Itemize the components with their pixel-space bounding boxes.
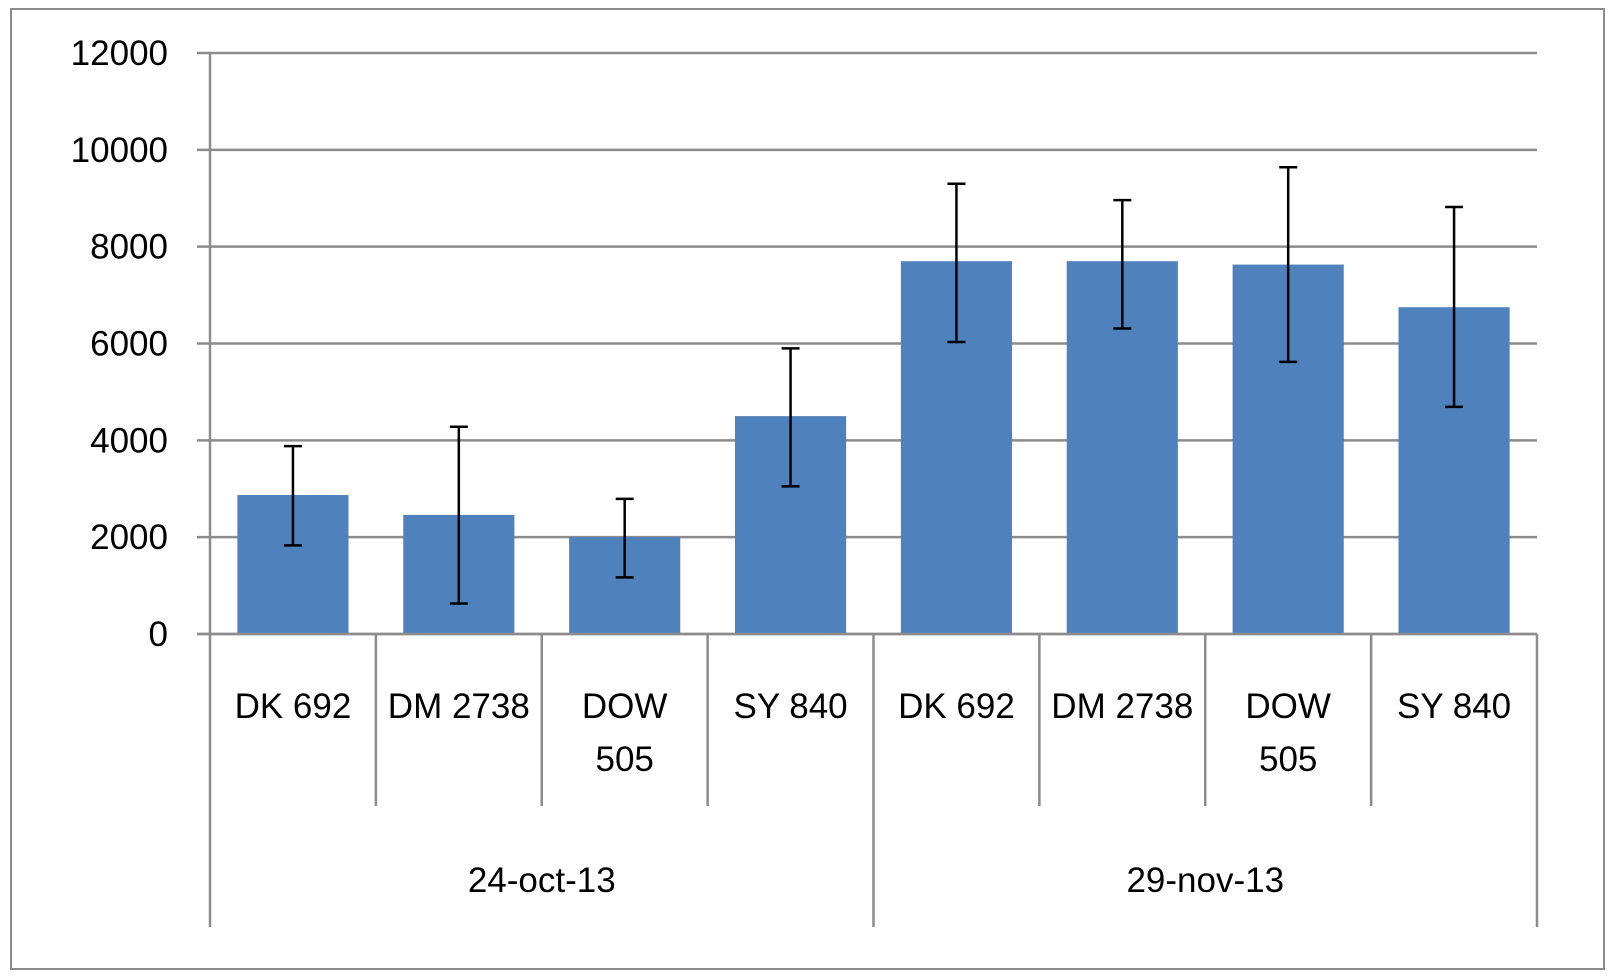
x-category-label: 505 bbox=[1259, 740, 1317, 779]
x-category-label: 505 bbox=[595, 740, 653, 779]
y-tick-label: 0 bbox=[149, 615, 168, 654]
x-category-label: SY 840 bbox=[1397, 687, 1511, 726]
x-category-label: DOW bbox=[1245, 687, 1331, 726]
y-tick-label: 8000 bbox=[90, 228, 168, 267]
y-tick-label: 6000 bbox=[90, 325, 168, 364]
y-tick-label: 2000 bbox=[90, 518, 168, 557]
y-tick-label: 10000 bbox=[71, 131, 168, 170]
x-group-label: 24-oct-13 bbox=[468, 861, 616, 900]
x-category-label: DOW bbox=[582, 687, 668, 726]
x-category-label: DM 2738 bbox=[1051, 687, 1193, 726]
x-category-label: DM 2738 bbox=[388, 687, 530, 726]
x-category-label: DK 692 bbox=[898, 687, 1015, 726]
x-group-label: 29-nov-13 bbox=[1126, 861, 1284, 900]
y-tick-label: 4000 bbox=[90, 421, 168, 460]
y-tick-label: 12000 bbox=[71, 34, 168, 73]
x-category-label: SY 840 bbox=[733, 687, 847, 726]
x-category-label: DK 692 bbox=[235, 687, 352, 726]
